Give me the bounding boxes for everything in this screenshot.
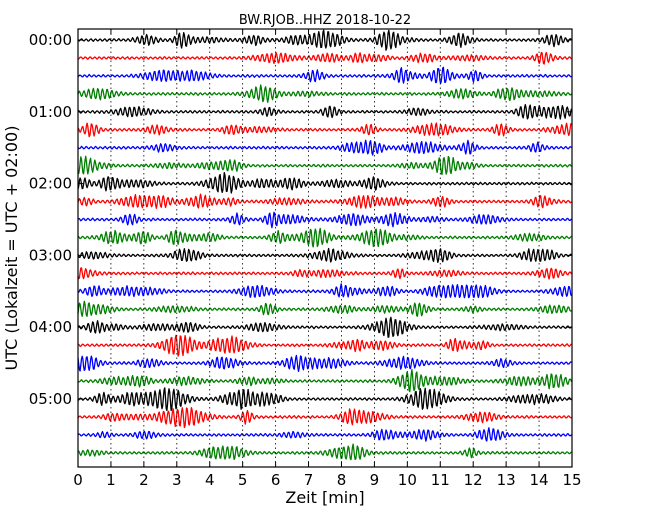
seismic-trace — [77, 103, 573, 120]
seismic-trace — [77, 247, 572, 264]
y-axis-label: UTC (Lokalzeit = UTC + 02:00) — [2, 126, 21, 371]
chart-title: BW.RJOB..HHZ 2018-10-22 — [239, 13, 411, 28]
x-tick-label: 8 — [337, 471, 347, 489]
plot-frame — [77, 28, 573, 468]
y-tick-label: 00:00 — [29, 31, 72, 49]
seismic-trace — [77, 155, 573, 176]
trace-group — [77, 29, 573, 461]
x-tick-label: 9 — [370, 471, 380, 489]
x-tick-label: 14 — [530, 471, 549, 489]
grid-lines — [110, 29, 540, 467]
x-tick-label: 5 — [238, 471, 248, 489]
x-tick-label: 2 — [139, 471, 149, 489]
x-tick-label: 11 — [431, 471, 450, 489]
x-axis-label: Zeit [min] — [285, 488, 364, 507]
seismic-trace — [77, 66, 572, 85]
seismic-trace — [77, 300, 572, 317]
x-tick-label: 13 — [497, 471, 516, 489]
seismic-trace — [77, 427, 572, 442]
seismic-trace — [77, 171, 572, 194]
x-tick-label: 0 — [73, 471, 83, 489]
seismic-trace — [77, 387, 572, 412]
x-tick-label: 1 — [106, 471, 116, 489]
y-tick-label: 05:00 — [29, 390, 72, 408]
seismic-trace — [77, 29, 573, 51]
seismic-trace — [77, 51, 572, 65]
seismic-trace — [77, 407, 572, 429]
seismic-trace — [77, 139, 572, 156]
seismic-trace — [77, 334, 572, 357]
seismic-trace — [77, 84, 573, 103]
y-tick-label: 02:00 — [29, 175, 72, 193]
x-tick-label: 6 — [271, 471, 281, 489]
x-tick-label: 3 — [172, 471, 182, 489]
seismic-trace — [77, 193, 572, 209]
y-tick-label: 01:00 — [29, 103, 72, 121]
seismic-trace — [77, 368, 573, 393]
x-tick-label: 10 — [398, 471, 417, 489]
x-tick-label: 15 — [562, 471, 581, 489]
x-axis-ticks: 0 1 2 3 4 5 6 7 8 9 10 11 12 13 14 15 — [73, 29, 582, 489]
seismic-trace — [77, 267, 573, 280]
seismic-trace — [77, 283, 573, 299]
x-tick-label: 7 — [304, 471, 314, 489]
y-tick-label: 03:00 — [29, 246, 72, 264]
seismic-trace — [77, 354, 572, 373]
x-tick-label: 4 — [205, 471, 215, 489]
seismic-trace — [77, 122, 573, 138]
y-tick-label: 04:00 — [29, 318, 72, 336]
seismic-trace — [77, 227, 572, 248]
y-axis-ticks: 00:00 01:00 02:00 03:00 04:00 05:00 — [29, 31, 572, 408]
seismic-trace — [77, 211, 572, 229]
x-tick-label: 12 — [464, 471, 483, 489]
seismic-trace — [77, 316, 573, 338]
seismic-trace — [77, 443, 572, 461]
